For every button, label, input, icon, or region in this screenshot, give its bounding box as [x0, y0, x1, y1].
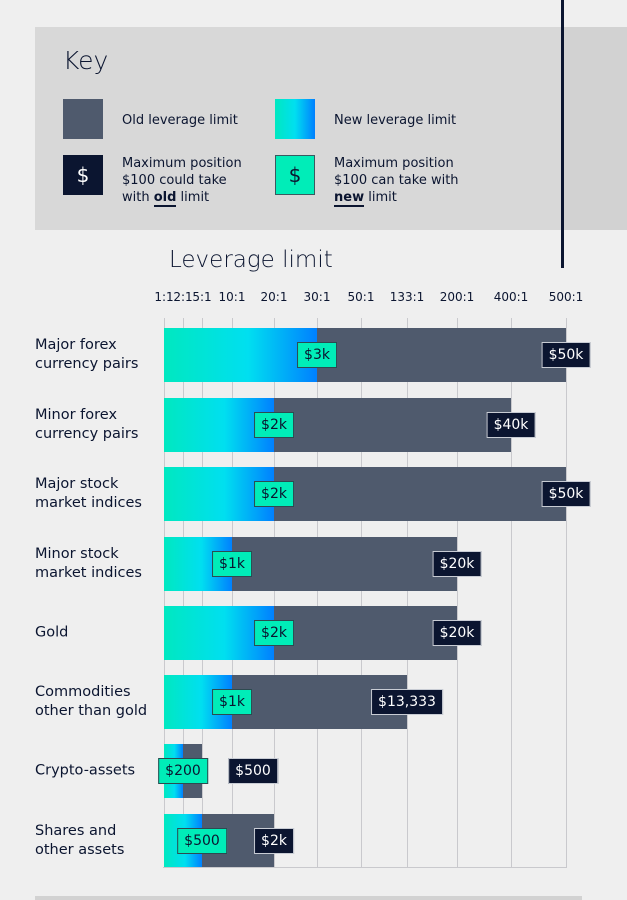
category-line: Major stock: [35, 476, 119, 492]
divider-line: [561, 0, 564, 268]
category-label: Major forex currency pairs: [35, 336, 160, 374]
gridline: [566, 318, 567, 868]
baseline: [163, 867, 567, 868]
old-limit-swatch: [63, 99, 103, 139]
gridline: [183, 318, 184, 868]
category-label: Commodities other than gold: [35, 683, 160, 721]
old-position-label: $50k: [541, 342, 591, 368]
line: limit: [364, 190, 397, 205]
category-label: Minor stock market indices: [35, 545, 160, 583]
bold-word: new: [334, 190, 365, 207]
category-line: Crypto-assets: [35, 762, 136, 779]
category-line: market indices: [35, 495, 142, 511]
bold-word: old: [153, 190, 177, 207]
old-position-label: $20k: [432, 551, 482, 577]
gridline: [457, 318, 458, 868]
old-position-label: $50k: [541, 481, 591, 507]
line: Maximum position: [122, 156, 242, 171]
category-line: Commodities: [35, 684, 131, 700]
line: limit: [176, 190, 210, 205]
gridline: [407, 318, 408, 868]
tick-label: 200:1: [439, 290, 475, 304]
key-title: Key: [63, 46, 109, 75]
new-limit-label: New leverage limit: [334, 113, 457, 128]
category-label: Gold: [35, 624, 160, 643]
new-limit-bar: [164, 328, 317, 382]
category-line: market indices: [35, 565, 142, 581]
gridline: [511, 318, 512, 868]
key-panel-edge: [563, 27, 627, 230]
gridline: [202, 318, 203, 868]
tick-label: 5:1: [192, 290, 212, 304]
tick-label: 133:1: [389, 290, 425, 304]
tick-label: 50:1: [347, 290, 375, 304]
gridline: [317, 318, 318, 868]
chart-title: Leverage limit: [169, 247, 333, 273]
new-position-label: $3k: [297, 342, 337, 368]
gridline: [274, 318, 275, 868]
gridline: [361, 318, 362, 868]
line: with: [122, 190, 154, 205]
category-line: Minor stock: [35, 546, 119, 562]
category-line: Major forex: [35, 337, 117, 353]
tick-label: 10:1: [218, 290, 246, 304]
line: Maximum position: [334, 156, 454, 171]
category-line: Gold: [35, 624, 69, 641]
old-position-label: $2k: [254, 828, 294, 854]
new-position-label: $2k: [254, 412, 294, 438]
tick-label: 2:1: [173, 290, 193, 304]
line: $100 could take: [122, 173, 227, 188]
new-position-label: $200: [158, 758, 208, 784]
new-position-label: $1k: [212, 689, 252, 715]
category-label: Minor forex currency pairs: [35, 406, 160, 444]
category-line: other assets: [35, 842, 125, 858]
category-label: Major stock market indices: [35, 475, 160, 513]
old-position-label: $20k: [432, 620, 482, 646]
category-line: other than gold: [35, 703, 148, 719]
old-limit-label: Old leverage limit: [122, 113, 238, 128]
category-line: currency pairs: [35, 426, 139, 442]
category-line: currency pairs: [35, 356, 139, 372]
new-position-label: $2k: [254, 620, 294, 646]
tick-label: 400:1: [493, 290, 529, 304]
bottom-rule: [35, 896, 582, 900]
dollar-icon: $: [275, 155, 315, 195]
gridline: [164, 318, 165, 868]
new-position-label: $1k: [212, 551, 252, 577]
category-label: Shares and other assets: [35, 822, 160, 860]
gridline: [232, 318, 233, 868]
category-line: Minor forex: [35, 407, 118, 423]
old-position-label: $13,333: [371, 689, 443, 715]
tick-label: 500:1: [548, 290, 584, 304]
new-limit-swatch: [275, 99, 315, 139]
old-position-label: $40k: [486, 412, 536, 438]
dollar-icon: $: [63, 155, 103, 195]
line: $100 can take with: [334, 173, 459, 188]
new-position-label: Maximum position $100 can take with new …: [334, 155, 459, 207]
old-position-label: Maximum position $100 could take with ol…: [122, 155, 242, 207]
new-position-label: $500: [177, 828, 227, 854]
category-label: Crypto-assets: [35, 762, 160, 781]
tick-label: 1:1: [154, 290, 174, 304]
old-position-label: $500: [228, 758, 278, 784]
new-position-label: $2k: [254, 481, 294, 507]
tick-label: 30:1: [303, 290, 331, 304]
key-panel: [35, 27, 627, 230]
category-line: Shares and: [35, 823, 117, 839]
tick-label: 20:1: [260, 290, 288, 304]
